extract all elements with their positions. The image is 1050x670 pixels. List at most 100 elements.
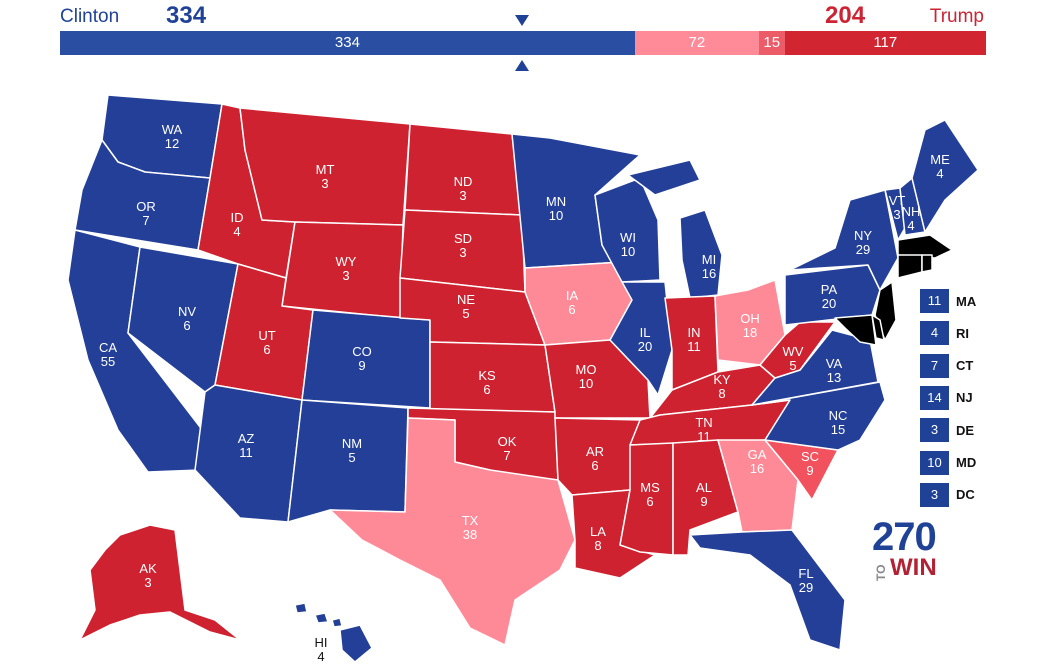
state-ev-me: 4 [936, 166, 943, 181]
state-label-wy: WY [336, 254, 357, 269]
state-label-hi: HI [315, 635, 328, 650]
state-label-tx: TX [462, 513, 479, 528]
state-ev-co: 9 [358, 358, 365, 373]
state-ak[interactable] [79, 524, 241, 641]
small-state-ev-box[interactable]: 7 [920, 353, 949, 378]
state-label-ar: AR [586, 444, 604, 459]
state-ev-nd: 3 [459, 188, 466, 203]
small-state-ev-box[interactable]: 14 [920, 385, 949, 410]
state-label-ky: KY [713, 372, 731, 387]
state-ev-ks: 6 [483, 382, 490, 397]
logo-to: TO [874, 564, 888, 581]
state-label-pa: PA [821, 282, 838, 297]
state-ny[interactable] [789, 189, 899, 291]
small-state-abbr: MA [956, 293, 977, 309]
state-label-co: CO [352, 344, 372, 359]
clinton-candidate-name: Clinton [60, 6, 120, 27]
small-state-ev-box[interactable]: 4 [920, 321, 949, 346]
state-ev-or: 7 [142, 213, 149, 228]
state-ct[interactable] [897, 254, 923, 279]
state-ev-nh: 4 [907, 218, 914, 233]
state-ev-ak: 3 [144, 575, 151, 590]
bar-segment-rep: 117 [784, 31, 986, 55]
state-co[interactable] [301, 309, 431, 409]
logo-number: 270 [872, 515, 937, 559]
state-label-la: LA [590, 524, 606, 539]
state-label-mt: MT [316, 162, 335, 177]
state-label-il: IL [640, 325, 651, 340]
state-label-ut: UT [258, 328, 275, 343]
state-label-wv: WV [783, 344, 804, 359]
state-ev-fl: 29 [799, 580, 813, 595]
small-state-abbr: DE [956, 422, 975, 438]
state-label-va: VA [826, 356, 843, 371]
state-ev-in: 11 [687, 339, 701, 354]
state-label-ca: CA [99, 340, 117, 355]
state-label-ny: NY [854, 228, 872, 243]
state-label-ms: MS [640, 480, 660, 495]
bar-segment-dem: 334 [60, 31, 635, 55]
state-label-ks: KS [478, 368, 496, 383]
state-ev-ut: 6 [263, 342, 270, 357]
state-fl[interactable] [689, 529, 846, 651]
small-state-ct[interactable]: 7 CT [920, 353, 973, 378]
small-state-dc[interactable]: 3 DC [920, 482, 975, 507]
state-label-fl: FL [798, 566, 813, 581]
state-ev-pa: 20 [822, 296, 836, 311]
small-state-nj[interactable]: 14 NJ [920, 385, 973, 410]
state-ev-oh: 18 [743, 325, 757, 340]
small-state-ma[interactable]: 11 MA [920, 289, 976, 313]
state-label-or: OR [136, 199, 156, 214]
state-ri[interactable] [921, 254, 933, 273]
small-state-ev-box[interactable]: 10 [920, 450, 949, 475]
state-md[interactable] [834, 314, 877, 346]
state-pa[interactable] [784, 264, 881, 326]
state-ev-tn: 11 [697, 429, 711, 444]
trump-electoral-total: 204 [825, 2, 866, 29]
small-state-ev-box[interactable]: 3 [920, 482, 949, 507]
state-label-nc: NC [829, 408, 848, 423]
state-ev-mn: 10 [549, 208, 563, 223]
state-ev-wy: 3 [342, 268, 349, 283]
small-state-ev-box[interactable]: 11 [920, 289, 949, 313]
small-state-md[interactable]: 10 MD [920, 450, 977, 475]
state-label-al: AL [696, 480, 712, 495]
small-state-abbr: RI [956, 325, 969, 341]
state-ev-ga: 16 [750, 461, 764, 476]
state-ev-ny: 29 [856, 242, 870, 257]
state-ev-la: 8 [594, 538, 601, 553]
state-ma[interactable] [897, 234, 953, 259]
small-state-abbr: MD [956, 455, 977, 470]
state-ev-mt: 3 [321, 176, 328, 191]
small-state-de[interactable]: 3 DE [920, 418, 975, 443]
state-label-nh: NH [902, 204, 921, 219]
state-label-az: AZ [238, 431, 255, 446]
state-wv[interactable] [759, 321, 836, 379]
state-ev-sd: 3 [459, 245, 466, 260]
state-il[interactable] [609, 281, 673, 396]
state-me[interactable] [911, 119, 979, 233]
small-state-abbr: NJ [956, 390, 973, 406]
state-ev-mi: 16 [702, 266, 716, 281]
state-label-ak: AK [139, 561, 157, 576]
state-hi[interactable] [294, 602, 373, 663]
state-label-tn: TN [695, 415, 712, 430]
electoral-vote-bar: 334 72 15 117 [60, 31, 986, 55]
majority-marker-top-icon [515, 15, 529, 26]
trump-candidate-name: Trump [929, 6, 984, 27]
270towin-logo: 270 TO WIN [872, 517, 944, 583]
state-tx[interactable] [329, 417, 576, 646]
state-label-mo: MO [576, 362, 597, 377]
state-nc[interactable] [751, 381, 886, 451]
state-ev-wa: 12 [165, 136, 179, 151]
state-label-oh: OH [740, 311, 760, 326]
state-label-nv: NV [178, 304, 196, 319]
small-state-abbr: DC [956, 487, 975, 503]
small-state-ri[interactable]: 4 RI [920, 321, 969, 346]
majority-marker-bottom-icon [515, 60, 529, 71]
state-label-mn: MN [546, 194, 566, 209]
clinton-electoral-total: 334 [166, 2, 207, 29]
bar-segment-tilt-rep: 15 [758, 31, 785, 55]
small-state-ev-box[interactable]: 3 [920, 418, 949, 443]
state-label-ne: NE [457, 292, 475, 307]
